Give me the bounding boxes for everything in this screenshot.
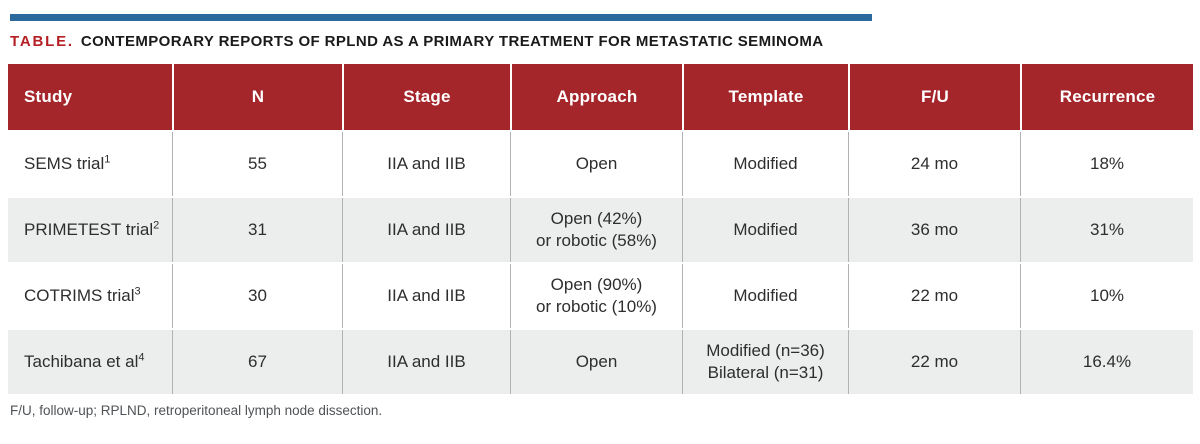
report-table: Study N Stage Approach Template F/U Recu… bbox=[8, 62, 1193, 396]
cell-template: Modified bbox=[682, 264, 848, 328]
table-row-primetest: PRIMETEST trial2 31 IIA and IIB Open (42… bbox=[8, 198, 1193, 262]
cell-study: SEMS trial1 bbox=[8, 132, 172, 196]
cell-stage: IIA and IIB bbox=[342, 330, 510, 394]
cell-line: Modified bbox=[733, 153, 798, 173]
column-header-n: N bbox=[172, 64, 342, 130]
cell-stage: IIA and IIB bbox=[342, 264, 510, 328]
cell-line: Open bbox=[575, 153, 618, 173]
cell-fu: 24 mo bbox=[848, 132, 1020, 196]
cell-line: Modified bbox=[733, 285, 798, 305]
cell-approach: Open (42%) or robotic (58%) bbox=[510, 198, 682, 262]
cell-line: or robotic (10%) bbox=[536, 297, 657, 316]
cell-line: Open bbox=[575, 351, 618, 371]
table-caption: TABLE. CONTEMPORARY REPORTS OF RPLND AS A… bbox=[10, 33, 1200, 51]
cell-line: Open (42%) bbox=[550, 208, 643, 228]
caption-text: CONTEMPORARY REPORTS OF RPLND AS A PRIMA… bbox=[80, 33, 824, 50]
table-row-cotrims: COTRIMS trial3 30 IIA and IIB Open (90%)… bbox=[8, 264, 1193, 328]
cell-line: Modified (n=36) bbox=[706, 340, 825, 360]
study-name: SEMS trial bbox=[24, 153, 105, 173]
cell-study: Tachibana et al4 bbox=[8, 330, 172, 394]
cell-recurrence: 18% bbox=[1020, 132, 1193, 196]
cell-study: PRIMETEST trial2 bbox=[8, 198, 172, 262]
cell-line: Bilateral (n=31) bbox=[707, 363, 824, 382]
cell-n: 67 bbox=[172, 330, 342, 394]
accent-bar bbox=[10, 14, 872, 21]
cell-study: COTRIMS trial3 bbox=[8, 264, 172, 328]
cell-n: 31 bbox=[172, 198, 342, 262]
cell-recurrence: 10% bbox=[1020, 264, 1193, 328]
table-row-sems: SEMS trial1 55 IIA and IIB Open Modified… bbox=[8, 132, 1193, 196]
column-header-study: Study bbox=[8, 64, 172, 130]
reference-superscript: 3 bbox=[134, 285, 141, 298]
study-name: Tachibana et al bbox=[24, 351, 139, 371]
cell-recurrence: 16.4% bbox=[1020, 330, 1193, 394]
column-header-recurrence: Recurrence bbox=[1020, 64, 1193, 130]
cell-stage: IIA and IIB bbox=[342, 132, 510, 196]
column-header-approach: Approach bbox=[510, 64, 682, 130]
column-header-template: Template bbox=[682, 64, 848, 130]
cell-approach: Open bbox=[510, 132, 682, 196]
header-row: Study N Stage Approach Template F/U Recu… bbox=[8, 64, 1193, 130]
cell-fu: 36 mo bbox=[848, 198, 1020, 262]
cell-fu: 22 mo bbox=[848, 330, 1020, 394]
table-row-tachibana: Tachibana et al4 67 IIA and IIB Open Mod… bbox=[8, 330, 1193, 394]
cell-fu: 22 mo bbox=[848, 264, 1020, 328]
caption-kicker: TABLE. bbox=[10, 33, 74, 50]
cell-stage: IIA and IIB bbox=[342, 198, 510, 262]
table-footnote: F/U, follow-up; RPLND, retroperitoneal l… bbox=[10, 403, 383, 418]
cell-line: Modified bbox=[733, 219, 798, 239]
cell-approach: Open bbox=[510, 330, 682, 394]
cell-template: Modified bbox=[682, 132, 848, 196]
column-header-fu: F/U bbox=[848, 64, 1020, 130]
column-header-stage: Stage bbox=[342, 64, 510, 130]
reference-superscript: 2 bbox=[153, 219, 160, 232]
reference-superscript: 4 bbox=[138, 351, 145, 364]
cell-n: 30 bbox=[172, 264, 342, 328]
cell-template: Modified (n=36) Bilateral (n=31) bbox=[682, 330, 848, 394]
cell-line: or robotic (58%) bbox=[536, 231, 657, 250]
cell-n: 55 bbox=[172, 132, 342, 196]
cell-template: Modified bbox=[682, 198, 848, 262]
cell-line: Open (90%) bbox=[550, 274, 643, 294]
reference-superscript: 1 bbox=[104, 153, 111, 166]
study-name: COTRIMS trial bbox=[24, 285, 135, 305]
cell-recurrence: 31% bbox=[1020, 198, 1193, 262]
cell-approach: Open (90%) or robotic (10%) bbox=[510, 264, 682, 328]
study-name: PRIMETEST trial bbox=[24, 219, 154, 239]
